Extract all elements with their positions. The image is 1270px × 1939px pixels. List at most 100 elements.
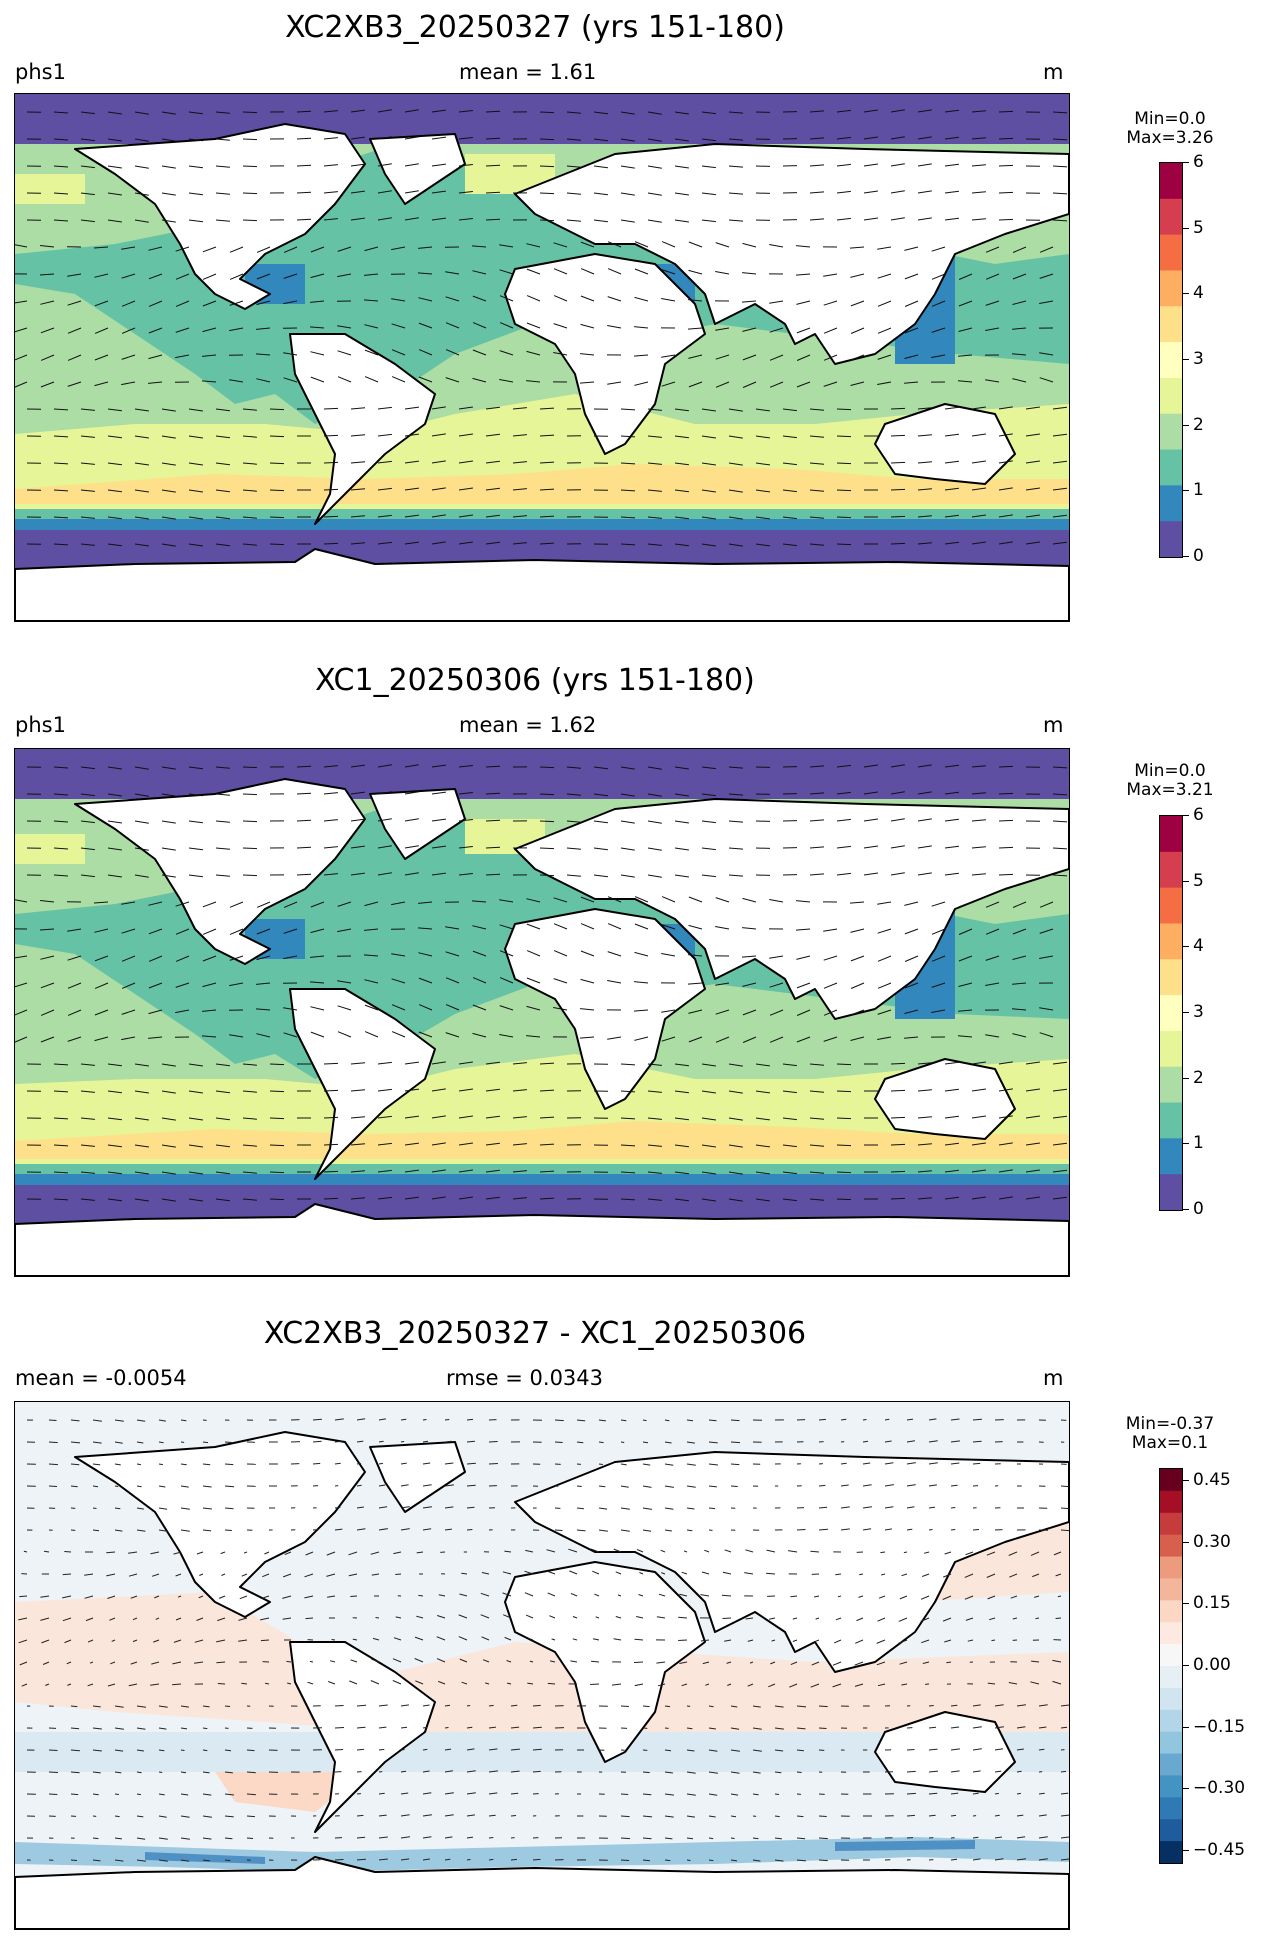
wind-vector [944,1196,959,1200]
wind-vector [708,1859,714,1862]
wind-vector [512,1116,527,1119]
wind-vector [350,1170,366,1173]
wind-vector [790,1661,798,1666]
wind-vector [180,1463,187,1466]
wind-vector [728,219,744,222]
wind-vector [350,1089,366,1092]
wind-vector [67,300,82,306]
wind-vector [950,1507,956,1509]
wind-vector [593,820,608,824]
wind-vector [92,1771,101,1774]
colorbar-tick-mark [1183,1850,1189,1851]
wind-vector [107,543,122,547]
colorbar [1159,162,1183,558]
wind-vector [161,1117,176,1121]
wind-vector [998,218,1014,221]
wind-vector [615,1571,622,1575]
wind-vector [458,514,473,518]
colorbar-segment [1160,1731,1182,1755]
wind-vector [580,268,595,275]
wind-vector [350,1116,366,1119]
wind-vector [877,246,892,250]
wind-vector [818,1506,828,1509]
wind-vector [246,1749,255,1752]
wind-vector [862,1462,871,1465]
wind-vector [906,1528,913,1531]
wind-vector [890,461,906,464]
wind-vector [356,1836,366,1839]
wind-vector [971,218,986,221]
wind-vector [730,1859,738,1862]
wind-vector [823,273,838,277]
colorbar-tick-mark [1183,1480,1189,1481]
wind-vector [904,246,919,251]
wind-vector [70,1705,78,1708]
wind-vector [752,1771,761,1774]
wind-vector [404,1169,419,1173]
wind-vector [512,1089,527,1092]
wind-vector [708,1419,717,1422]
wind-vector [364,246,379,252]
wind-vector [391,298,406,302]
wind-vector [445,951,460,957]
wind-vector [510,1858,518,1861]
wind-vector [664,1793,674,1796]
mean-label: mean = 1.62 [459,713,597,737]
colorbar-segment [1160,1512,1182,1536]
wind-vector [526,380,541,383]
wind-vector [526,977,541,984]
wind-vector [472,977,487,984]
wind-vector [796,1771,802,1773]
wind-vector [782,516,797,520]
wind-vector [647,462,662,465]
wind-vector [377,406,392,410]
wind-vector [701,138,716,142]
wind-vector [458,433,473,437]
wind-vector [1052,793,1068,796]
wind-vector [350,1062,366,1065]
wind-vector [728,111,744,114]
wind-vector [549,1660,556,1663]
wind-vector [188,1144,203,1148]
wind-vector [377,791,392,795]
wind-vector [796,245,811,248]
wind-vector [202,1507,212,1510]
wind-vector [553,950,568,957]
wind-vector [512,1143,527,1146]
wind-vector [246,1771,256,1774]
wind-vector [269,1198,285,1201]
wind-vector [239,1595,248,1600]
colorbar-segment [1160,1030,1182,1068]
wind-vector [730,1441,741,1444]
wind-vector [971,433,986,437]
wind-vector [40,245,55,248]
wind-vector [391,978,406,984]
wind-vector [686,1419,694,1422]
wind-vector [488,1704,494,1707]
wind-vector [752,1727,762,1730]
wind-vector [422,1440,429,1443]
wind-vector [215,192,230,195]
wind-vector [796,1705,807,1708]
wind-vector [986,1573,996,1578]
wind-vector [998,406,1013,410]
wind-vector [161,219,176,223]
wind-vector [836,217,851,221]
wind-vector [890,791,905,795]
wind-vector [161,1090,176,1094]
wind-vector [323,1062,339,1065]
wind-vector [1039,901,1054,908]
wind-vector [121,381,136,386]
wind-vector [327,1595,336,1598]
wind-vector [418,952,433,957]
wind-vector [943,1573,952,1578]
wind-vector [283,928,298,934]
wind-vector [958,901,973,908]
wind-vector [378,1836,388,1839]
wind-vector [194,1661,204,1664]
wind-vector [985,327,1000,331]
colorbar-segment [1160,816,1182,853]
wind-vector [553,323,568,329]
wind-vector [1038,1814,1047,1817]
wind-vector [950,1858,958,1861]
